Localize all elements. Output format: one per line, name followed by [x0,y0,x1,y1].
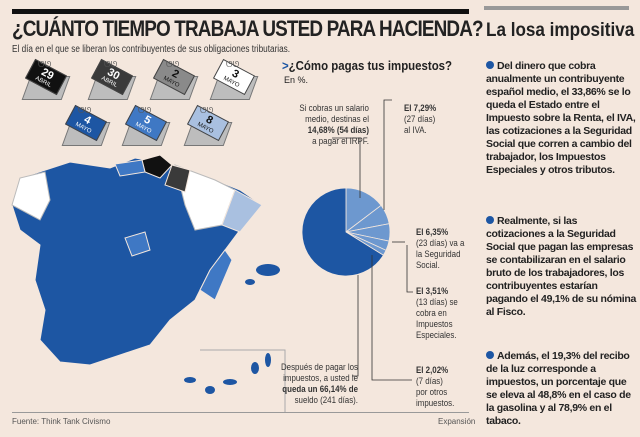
calendar-29-abril: 29 ABRIL ᘎᘎ [21,58,71,102]
sidebar-paragraph: Del dinero que cobra anualmente un contr… [486,60,636,176]
annotation-resto: Después de pagar los impuestos, a usted l… [280,362,358,405]
annotation-ie: El 3,51% (13 días) se cobra en Impuestos Esp… [416,286,458,340]
map-region-navarra [164,164,191,193]
page-subtitle: El día en el que se liberan los contribu… [12,44,291,55]
pie-slice-sueldo-restante [301,187,384,277]
calendar-rings-icon: ᘎᘎ [138,106,152,115]
bullet-icon [486,216,494,224]
pie-title: >¿Cómo pagas tus impuestos? [282,58,453,73]
sidebar-title: La losa impositiva [486,20,635,41]
map-region-valencia [199,249,233,301]
top-rule [12,9,469,14]
footer-rule [12,412,469,413]
calendar-rings-icon: ᘎᘎ [166,60,180,69]
map-region-catalonia [221,189,263,233]
map-balearic-islands [256,264,280,276]
calendar-2-mayo: 2 MAYO ᘎᘎ [149,58,199,102]
spain-map [11,154,286,412]
pie-unit: En %. [284,75,309,85]
pie-chart [301,99,413,381]
pie-title-text: ¿Cómo pagas tus impuestos? [288,58,453,73]
calendar-4-mayo: 4 MAYO ᘎᘎ [61,104,111,148]
source-note: Fuente: Think Tank Civismo [12,417,111,426]
brand-credit: Expansión [438,417,476,426]
calendar-rings-icon: ᘎᘎ [38,60,52,69]
sidebar-rule [484,6,629,10]
canary-frame [200,349,286,412]
calendar-8-mayo: 8 MAYO ᘎᘎ [183,104,233,148]
calendar-rings-icon: ᘎᘎ [226,60,240,69]
calendar-3-mayo: 3 MAYO ᘎᘎ [209,58,259,102]
map-balearic-islands [245,279,255,285]
map-canary-islands [184,353,271,394]
map-region-cantabria [114,159,146,177]
annotation-otros: El 2,02% (7 días) por otros impuestos. [416,365,455,408]
calendar-rings-icon: ᘎᘎ [78,106,92,115]
sidebar-paragraph: Realmente, si las cotizaciones a la Segu… [486,215,637,318]
bullet-icon [486,61,494,69]
calendar-rings-icon: ᘎᘎ [104,60,118,69]
sidebar-paragraph: Además, el 19,3% del recibo de la luz co… [486,350,631,427]
map-region-madrid [124,231,151,257]
bullet-icon [486,351,494,359]
map-region-galicia [11,171,51,221]
annotation-ss: El 6,35% (23 días) va a la Seguridad Social… [416,227,465,270]
page-title: ¿CUÁNTO TIEMPO TRABAJA USTED PARA HACIEN… [12,16,484,41]
calendar-30-abril: 30 ABRIL ᘎᘎ [87,58,137,102]
annotation-iva: El 7,29% (27 días) al IVA. [404,103,437,135]
calendar-rings-icon: ᘎᘎ [200,106,214,115]
calendar-5-mayo: 5 MAYO ᘎᘎ [121,104,171,148]
annotation-irpf: Si cobras un salario medio, destinas el 14… [299,103,369,146]
leader-lines [332,99,413,381]
